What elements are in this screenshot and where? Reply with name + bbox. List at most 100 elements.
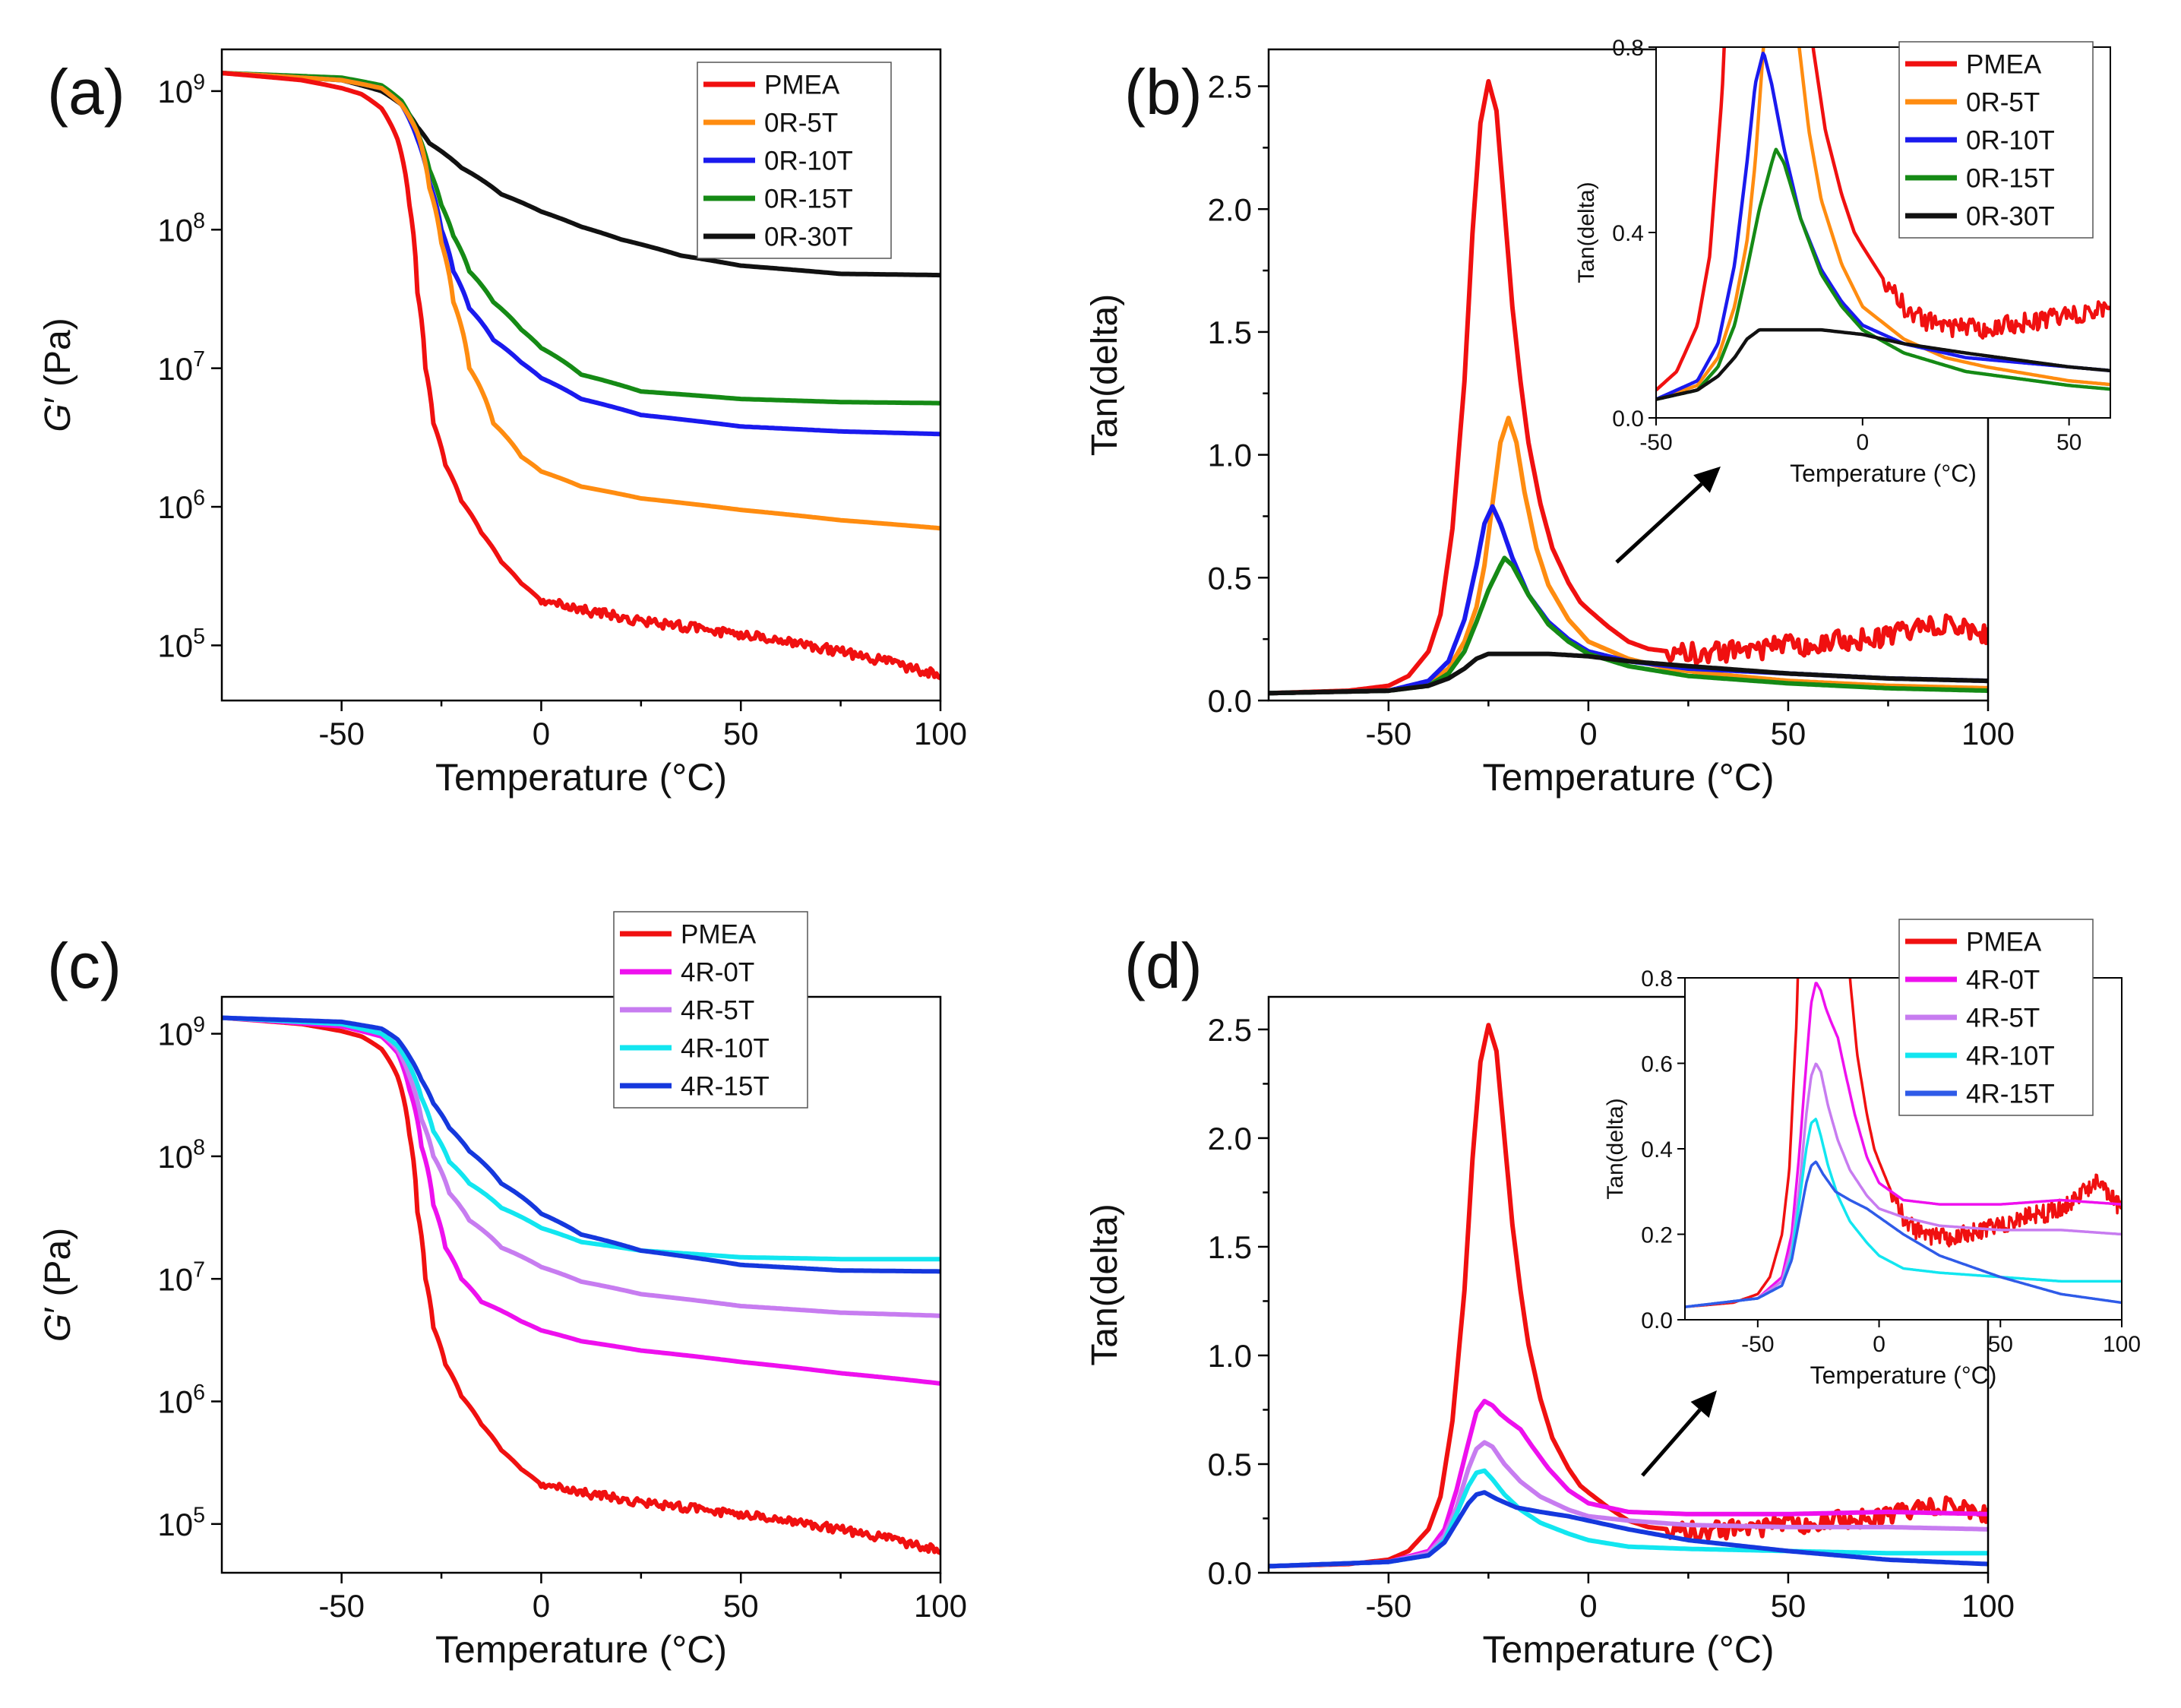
arrow-shaft xyxy=(1641,1408,1702,1477)
inset-x-axis-label: Temperature (°C) xyxy=(1790,460,1977,487)
tick-base: 10 xyxy=(157,74,193,109)
x-tick-label: -50 xyxy=(318,1588,365,1624)
x-tick-label: 0 xyxy=(533,1588,550,1624)
y-tick-label: 0.0 xyxy=(1208,683,1252,719)
inset-x-tick-label: 100 xyxy=(2103,1332,2141,1357)
x-axis-label: Temperature (°C) xyxy=(1483,1628,1775,1671)
legend-label: 0R-15T xyxy=(1966,164,2055,194)
x-tick-label: 0 xyxy=(533,716,550,751)
legend-label: 0R-15T xyxy=(764,185,853,214)
inset-x-tick-label: -50 xyxy=(1639,430,1672,455)
series-line-PMEA xyxy=(222,1015,940,1555)
inset-series-line-0R-5T xyxy=(1656,47,2110,401)
tick-exponent: 7 xyxy=(193,1258,205,1283)
y-axis-label-unit: ′ (Pa) xyxy=(38,1228,78,1314)
inset-y-axis-label: Tan(delta) xyxy=(1603,1098,1628,1199)
tick-base: 10 xyxy=(157,1507,193,1542)
inset-x-tick-label: 50 xyxy=(2056,430,2081,455)
series-line-PMEA xyxy=(1269,79,1988,696)
y-axis-label: G′ (Pa) xyxy=(38,1228,78,1342)
y-tick-label: 0.5 xyxy=(1208,560,1252,596)
legend-label: PMEA xyxy=(681,920,757,950)
pointer-arrow xyxy=(1615,467,1721,564)
x-axis-label: Temperature (°C) xyxy=(435,1628,727,1671)
legend-label: 4R-10T xyxy=(681,1034,770,1064)
panel-letter: (c) xyxy=(47,930,122,1001)
x-tick-label: 100 xyxy=(914,716,967,751)
series-line-4R-15T xyxy=(1269,1490,1988,1569)
legend-label: 4R-15T xyxy=(1966,1080,2055,1109)
inset-y-tick-label: 0.4 xyxy=(1612,221,1644,246)
panel-d: -50 0 50 100 0.0 0.5 1.0 1.5 2.0 2.5 Temperature (… xyxy=(1085,919,2141,1671)
tick-exponent: 5 xyxy=(193,1503,205,1527)
legend-label: 0R-10T xyxy=(764,147,853,176)
tick-exponent: 9 xyxy=(193,1013,205,1037)
inset-series-line-PMEA xyxy=(1656,47,2110,392)
y-tick-label: 107 xyxy=(157,1258,205,1298)
y-axis-label-unit: ′ (Pa) xyxy=(38,318,78,403)
y-axis-label: Tan(delta) xyxy=(1085,1204,1125,1365)
y-tick-label: 106 xyxy=(157,486,205,526)
tick-base: 10 xyxy=(157,351,193,387)
y-tick-label: 0.5 xyxy=(1208,1447,1252,1482)
tick-base: 10 xyxy=(157,1384,193,1420)
inset-y-tick-label: 0.8 xyxy=(1641,966,1673,992)
y-tick-label: 105 xyxy=(157,625,205,664)
panel-b: -50 0 50 100 0.0 0.5 1.0 1.5 2.0 2.5 Temperature (… xyxy=(1085,36,2111,799)
y-tick-label: 1.5 xyxy=(1208,315,1252,350)
inset-x-tick-label: 50 xyxy=(1988,1332,2013,1357)
x-tick-label: 100 xyxy=(1961,716,2015,751)
y-axis-label: Tan(delta) xyxy=(1085,294,1125,456)
arrow-head xyxy=(1693,467,1721,493)
legend-label: 0R-5T xyxy=(764,109,838,138)
x-tick-label: 100 xyxy=(914,1588,967,1624)
panel-letter: (d) xyxy=(1124,930,1203,1001)
x-tick-label: 50 xyxy=(1771,716,1806,751)
y-axis-label: G′ (Pa) xyxy=(38,318,78,432)
series-group xyxy=(1269,79,1988,696)
x-tick-label: -50 xyxy=(1365,716,1411,751)
legend-label: PMEA xyxy=(764,71,840,100)
series-line-4R-0T xyxy=(222,1015,940,1386)
panel-letter: (b) xyxy=(1124,56,1203,128)
series-line-0R-15T xyxy=(222,71,940,406)
y-tick-label: 108 xyxy=(157,1135,205,1175)
y-tick-label: 105 xyxy=(157,1503,205,1542)
x-tick-label: 0 xyxy=(1579,1588,1597,1624)
y-tick-label: 109 xyxy=(157,1013,205,1052)
tick-base: 10 xyxy=(157,212,193,248)
inset-x-axis-label: Temperature (°C) xyxy=(1810,1362,1997,1389)
inset-series-group xyxy=(1685,978,2122,1308)
legend-label: 4R-0T xyxy=(681,958,754,988)
legend-label: 0R-5T xyxy=(1966,88,2040,118)
legend-label: PMEA xyxy=(1966,50,2042,80)
x-tick-label: -50 xyxy=(1365,1588,1411,1624)
arrow-shaft xyxy=(1615,482,1703,564)
y-tick-label: 108 xyxy=(157,209,205,248)
inset-y-tick-label: 0.0 xyxy=(1641,1308,1673,1333)
y-tick-label: 0.0 xyxy=(1208,1555,1252,1591)
series-line-4R-10T xyxy=(222,1015,940,1262)
arrow-head xyxy=(1690,1390,1717,1419)
y-tick-label: 1.0 xyxy=(1208,438,1252,473)
inset-y-axis-label: Tan(delta) xyxy=(1574,182,1599,283)
pointer-arrow xyxy=(1641,1390,1717,1477)
x-tick-label: 50 xyxy=(723,1588,759,1624)
inset-series-line-PMEA xyxy=(1685,978,2122,1308)
y-tick-label: 2.0 xyxy=(1208,1121,1252,1156)
inset-y-tick-label: 0.0 xyxy=(1612,406,1644,432)
tick-exponent: 7 xyxy=(193,347,205,372)
y-axis-label-symbol: G xyxy=(38,403,78,432)
series-line-4R-15T xyxy=(222,1015,940,1274)
legend-label: 4R-15T xyxy=(681,1072,770,1102)
y-tick-label: 1.0 xyxy=(1208,1338,1252,1374)
inset-series-group xyxy=(1656,47,2110,401)
x-tick-label: 0 xyxy=(1579,716,1597,751)
series-line-PMEA xyxy=(222,71,940,681)
series-line-0R-5T xyxy=(222,71,940,531)
inset-y-tick-label: 0.2 xyxy=(1641,1223,1673,1248)
legend-label: 0R-10T xyxy=(1966,126,2055,156)
x-axis-label: Temperature (°C) xyxy=(1483,756,1775,799)
